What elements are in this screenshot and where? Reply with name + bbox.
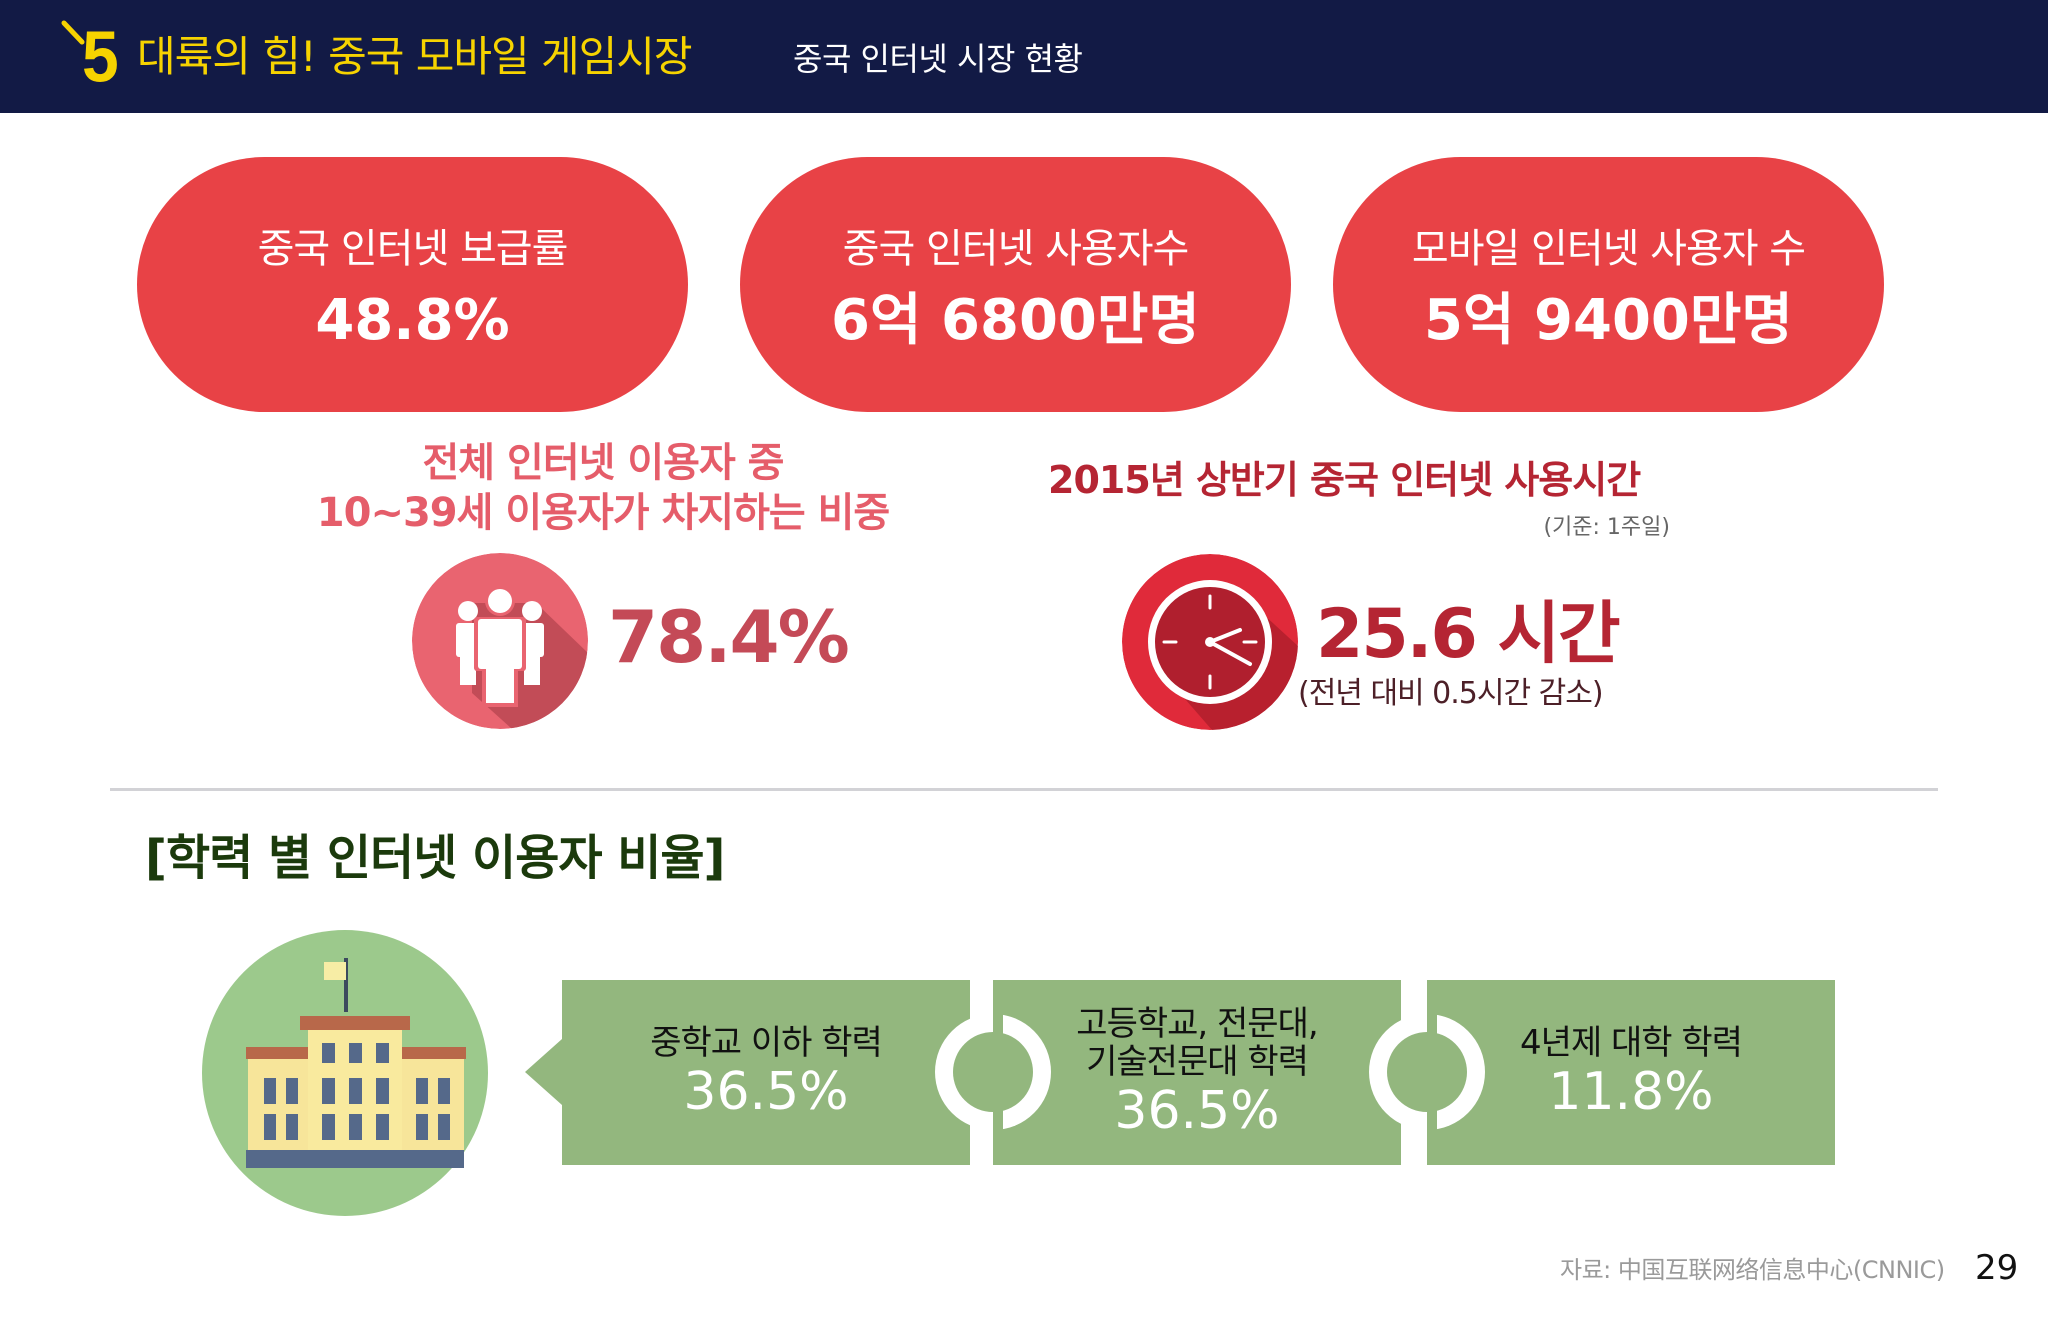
age-share-heading: 전체 인터넷 이용자 중 10~39세 이용자가 차지하는 비중: [300, 438, 906, 538]
school-building-icon: [202, 930, 488, 1216]
stat-pill-internet-penetration: 중국 인터넷 보급률 48.8%: [137, 157, 688, 412]
section-divider: [110, 788, 1938, 791]
stat-label: 중국 인터넷 보급률: [257, 226, 569, 272]
page-subtitle: 중국 인터넷 시장 현황: [793, 40, 1083, 78]
stat-label: 모바일 인터넷 사용자 수: [1411, 226, 1806, 272]
header-bar: [0, 0, 2048, 113]
education-piece-1: [525, 980, 970, 1165]
people-group-icon: [412, 553, 588, 729]
source-citation: 자료: 中国互联网络信息中心(CNNIC): [1560, 1256, 1945, 1284]
accent-tick-icon: [61, 20, 85, 45]
age-share-heading-line1: 전체 인터넷 이용자 중: [422, 440, 785, 486]
education-item-label-line2: 기술전문대 학력: [1086, 1041, 1309, 1082]
page-number: 29: [1975, 1248, 2019, 1288]
age-share-heading-line2: 10~39세 이용자가 차지하는 비중: [316, 490, 890, 536]
education-item-label: 4년제 대학 학력: [1520, 1022, 1743, 1063]
education-heading: [학력 별 인터넷 이용자 비율]: [145, 830, 725, 886]
age-share-value: 78.4%: [608, 595, 850, 679]
stat-value: 6억 6800만명: [831, 288, 1200, 353]
education-item-value: 11.8%: [1548, 1061, 1714, 1122]
education-item-value: 36.5%: [683, 1061, 849, 1122]
stat-pill-internet-users: 중국 인터넷 사용자수 6억 6800만명: [740, 157, 1291, 412]
chapter-number: 5: [82, 15, 119, 98]
education-item-label-line1: 고등학교, 전문대,: [1076, 1003, 1318, 1044]
usage-time-note: (기준: 1주일): [1543, 515, 1670, 540]
education-item-value: 36.5%: [1114, 1080, 1280, 1141]
page-title: 대륙의 힘! 중국 모바일 게임시장: [137, 32, 693, 81]
stat-value: 48.8%: [315, 288, 510, 353]
education-item-middle-school: 중학교 이하 학력 36.5%: [562, 980, 970, 1165]
education-item-university: 4년제 대학 학력 11.8%: [1427, 980, 1835, 1165]
education-item-label: 중학교 이하 학력: [650, 1022, 883, 1063]
stat-value: 5억 9400만명: [1424, 288, 1793, 353]
education-item-high-school: 고등학교, 전문대, 기술전문대 학력 36.5%: [993, 980, 1401, 1165]
education-piece-2: [993, 980, 1401, 1165]
usage-time-change: (전년 대비 0.5시간 감소): [1298, 676, 1604, 711]
education-piece-3: [1427, 980, 1835, 1165]
usage-time-value: 25.6 시간: [1316, 595, 1621, 674]
usage-time-heading: 2015년 상반기 중국 인터넷 사용시간: [1048, 458, 1641, 502]
clock-icon: [1122, 554, 1298, 730]
stat-label: 중국 인터넷 사용자수: [842, 226, 1190, 272]
stat-pill-mobile-users: 모바일 인터넷 사용자 수 5억 9400만명: [1333, 157, 1884, 412]
education-puzzle-bar: [525, 980, 1835, 1165]
